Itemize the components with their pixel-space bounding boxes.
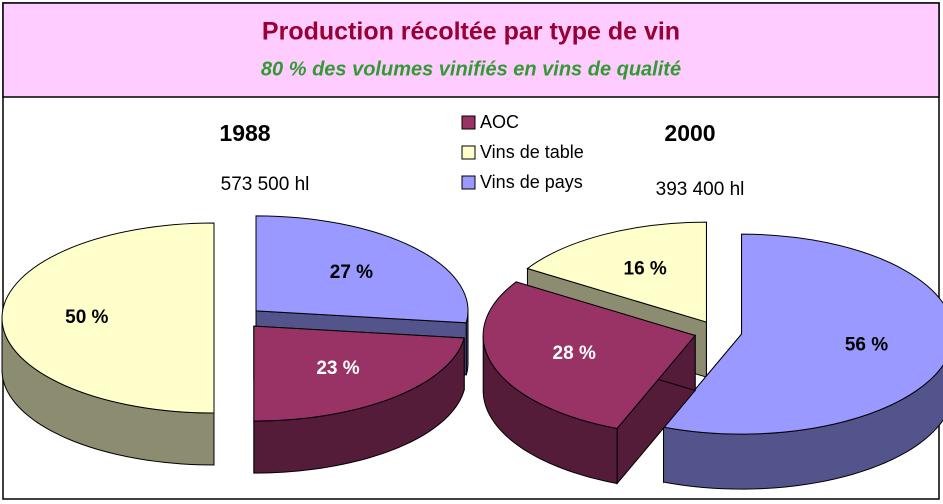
pie-subtitle: 393 400 hl [656, 179, 745, 200]
slice-top [482, 281, 697, 430]
pie-slice [662, 233, 943, 490]
pie-slice [1, 222, 215, 466]
legend-label: Vins de pays [480, 172, 583, 192]
title-band [2, 2, 940, 98]
data-label: 16 % [624, 259, 667, 280]
data-label: 23 % [316, 358, 359, 379]
slice-top [526, 221, 707, 323]
pie-subtitle: 573 500 hl [221, 174, 310, 195]
legend-label: Vins de table [480, 142, 584, 162]
legend-swatch [461, 175, 476, 190]
data-label: 27 % [330, 262, 373, 283]
data-label: 50 % [65, 307, 108, 328]
chart-title: Production récoltée par type de vin [262, 18, 680, 46]
slice-top [1, 222, 215, 414]
legend-swatch [461, 145, 476, 160]
pie-title: 1988 [219, 120, 270, 146]
pie-title: 2000 [664, 120, 715, 146]
slice-top [253, 325, 465, 422]
legend-swatch [461, 115, 476, 130]
slice-top [255, 215, 469, 324]
pie-slice [253, 325, 465, 474]
data-label: 56 % [845, 334, 888, 355]
pie-slice [482, 281, 697, 485]
chart-subtitle: 80 % des volumes vinifiés en vins de qua… [261, 58, 681, 80]
legend-label: AOC [480, 112, 519, 132]
data-label: 28 % [553, 343, 596, 364]
slice-top [662, 233, 943, 435]
